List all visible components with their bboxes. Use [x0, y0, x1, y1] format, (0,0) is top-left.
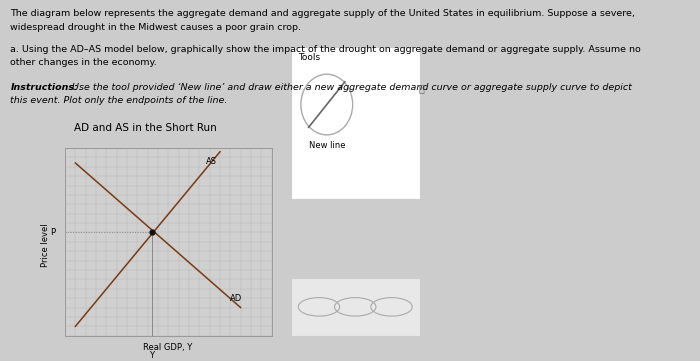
Text: The diagram below represents the aggregate demand and aggregate supply of the Un: The diagram below represents the aggrega…	[10, 9, 636, 18]
Text: Y: Y	[149, 351, 154, 360]
Text: widespread drought in the Midwest causes a poor grain crop.: widespread drought in the Midwest causes…	[10, 23, 302, 32]
Text: AD: AD	[230, 294, 243, 303]
Text: Real GDP, Y: Real GDP, Y	[144, 343, 193, 352]
Text: Instructions:: Instructions:	[10, 83, 78, 92]
Text: a. Using the AD–AS model below, graphically show the impact of the drought on ag: a. Using the AD–AS model below, graphica…	[10, 45, 641, 54]
Text: other changes in the economy.: other changes in the economy.	[10, 58, 158, 68]
Text: AD and AS in the Short Run: AD and AS in the Short Run	[74, 123, 216, 133]
Text: Price level: Price level	[41, 224, 50, 267]
Text: ⓘ: ⓘ	[419, 83, 424, 93]
Text: New line: New line	[309, 141, 345, 150]
Text: P: P	[50, 228, 55, 237]
Text: Tools: Tools	[298, 53, 321, 62]
Text: Use the tool provided ‘New line’ and draw either a new aggregate demand curve or: Use the tool provided ‘New line’ and dra…	[69, 83, 631, 92]
Text: this event. Plot only the endpoints of the line.: this event. Plot only the endpoints of t…	[10, 96, 228, 105]
Text: AS: AS	[206, 157, 216, 166]
